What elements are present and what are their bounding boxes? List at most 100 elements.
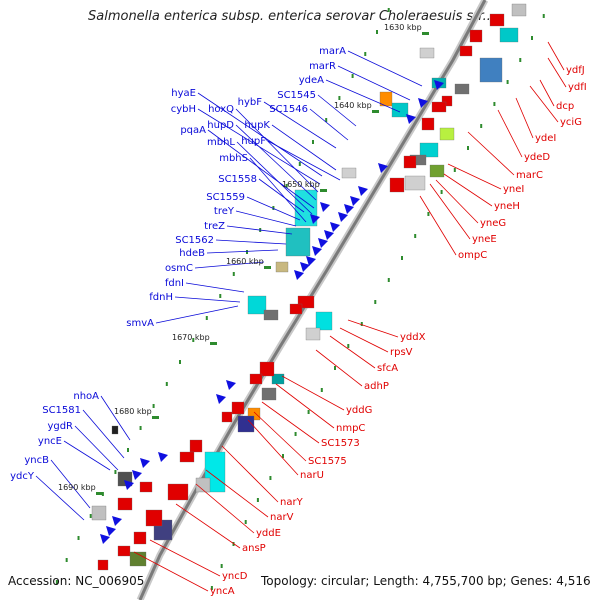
- reverse-gene-label[interactable]: rpsV: [390, 347, 413, 358]
- forward-gene-label[interactable]: hupD: [207, 120, 234, 131]
- gene-feature-block: [189, 439, 203, 453]
- reverse-gene-label[interactable]: adhP: [364, 381, 389, 392]
- reverse-gene-label[interactable]: nmpC: [336, 423, 365, 434]
- forward-gene-label[interactable]: marA: [319, 46, 346, 57]
- reverse-gene-label[interactable]: ydeI: [535, 133, 556, 144]
- forward-gene-label[interactable]: hyaE: [171, 88, 196, 99]
- reverse-gene-label[interactable]: narU: [300, 470, 324, 481]
- gene-feature-block: [441, 95, 453, 107]
- forward-gene-label[interactable]: SC1546: [269, 104, 308, 115]
- forward-gene-label[interactable]: mbhS: [219, 153, 248, 164]
- forward-gene-arrow: [306, 256, 316, 266]
- forward-gene-label[interactable]: ydcY: [10, 471, 35, 482]
- forward-gene-label[interactable]: hupK: [244, 120, 270, 131]
- forward-gene-arrow: [100, 534, 110, 544]
- forward-gene-label[interactable]: yncE: [38, 436, 62, 447]
- tick-mark: [506, 80, 509, 84]
- forward-gene-arrow: [434, 80, 444, 90]
- reverse-gene-label[interactable]: yddX: [400, 332, 426, 343]
- tick-mark: [139, 426, 142, 430]
- tick-mark: [374, 300, 377, 304]
- reverse-gene-label[interactable]: yddE: [256, 528, 281, 539]
- tick-mark: [210, 586, 213, 590]
- forward-gene-label[interactable]: hoxQ: [208, 104, 234, 115]
- gene-feature-block: [305, 327, 321, 341]
- forward-gene-arrow: [324, 230, 334, 240]
- forward-gene-label[interactable]: SC1562: [175, 235, 214, 246]
- forward-gene-label[interactable]: cybH: [171, 104, 196, 115]
- gene-feature-block: [289, 303, 303, 315]
- leader-line: [226, 225, 293, 235]
- leader-line: [515, 97, 534, 139]
- tick-mark: [519, 58, 522, 62]
- leader-line: [271, 124, 337, 171]
- reverse-gene-label[interactable]: ydeD: [524, 152, 550, 163]
- forward-gene-label[interactable]: smvA: [126, 318, 154, 329]
- reverse-gene-label[interactable]: yneI: [503, 184, 524, 195]
- tick-mark: [179, 360, 181, 364]
- gene-feature-block: [429, 164, 445, 178]
- reverse-gene-label[interactable]: sfcA: [377, 363, 398, 374]
- reverse-gene-label[interactable]: narY: [280, 497, 304, 508]
- forward-gene-arrow: [216, 394, 226, 404]
- forward-gene-label[interactable]: yncB: [24, 455, 49, 466]
- tick-mark: [127, 448, 129, 452]
- reverse-gene-label[interactable]: marC: [516, 170, 543, 181]
- forward-gene-label[interactable]: mbhL: [207, 137, 235, 148]
- leader-line: [267, 140, 341, 181]
- tick-mark: [246, 250, 248, 254]
- forward-gene-label[interactable]: fdnH: [149, 292, 173, 303]
- reverse-gene-label[interactable]: yddG: [346, 405, 372, 416]
- forward-gene-label[interactable]: SC1558: [218, 174, 257, 185]
- reverse-gene-label[interactable]: yneE: [472, 234, 497, 245]
- forward-gene-label[interactable]: nhoA: [73, 391, 99, 402]
- forward-gene-label[interactable]: hdeB: [179, 248, 205, 259]
- forward-gene-arrow: [310, 214, 320, 224]
- reverse-gene-label[interactable]: yneG: [480, 218, 506, 229]
- reverse-gene-label[interactable]: yncA: [210, 586, 235, 597]
- forward-gene-label[interactable]: pqaA: [180, 125, 206, 136]
- forward-gene-label[interactable]: SC1559: [206, 192, 245, 203]
- forward-gene-arrow: [338, 212, 348, 222]
- forward-gene-label[interactable]: SC1545: [277, 90, 316, 101]
- reverse-gene-label[interactable]: ansP: [242, 543, 266, 554]
- reverse-gene-label[interactable]: SC1573: [321, 438, 360, 449]
- gene-feature-block: [261, 387, 277, 401]
- gene-feature-block: [421, 117, 435, 131]
- reverse-gene-label[interactable]: dcp: [556, 101, 574, 112]
- tick-mark: [114, 470, 117, 474]
- reverse-gene-label[interactable]: SC1575: [308, 456, 347, 467]
- leader-line: [63, 440, 111, 471]
- forward-gene-label[interactable]: SC1581: [42, 405, 81, 416]
- forward-gene-label[interactable]: marR: [309, 61, 336, 72]
- reverse-gene-label[interactable]: ydfJ: [566, 65, 585, 76]
- forward-gene-label[interactable]: hupF: [241, 136, 266, 147]
- kbp-marker-label: 1640 kbp: [334, 101, 372, 110]
- forward-gene-label[interactable]: ygdR: [47, 421, 73, 432]
- kbp-tick: [152, 416, 159, 419]
- gene-feature-block: [179, 451, 195, 463]
- reverse-gene-label[interactable]: ydfI: [568, 82, 587, 93]
- reverse-gene-label[interactable]: ompC: [458, 250, 487, 261]
- reverse-gene-label[interactable]: yncD: [222, 571, 248, 582]
- gene-feature-block: [419, 47, 435, 59]
- reverse-gene-label[interactable]: yneH: [494, 201, 520, 212]
- tick-mark: [401, 256, 403, 260]
- forward-gene-label[interactable]: ydeA: [299, 75, 324, 86]
- gene-feature-block: [271, 373, 285, 385]
- tick-mark: [493, 102, 496, 106]
- tick-mark: [531, 36, 533, 40]
- forward-gene-label[interactable]: treZ: [204, 221, 225, 232]
- reverse-gene-label[interactable]: yciG: [560, 117, 582, 128]
- tick-mark: [312, 140, 314, 144]
- tick-mark: [192, 338, 195, 342]
- forward-gene-label[interactable]: treY: [214, 206, 235, 217]
- forward-gene-label[interactable]: hybF: [238, 97, 263, 108]
- leader-line: [325, 79, 401, 113]
- leader-line: [447, 163, 502, 190]
- gene-feature-block: [389, 177, 405, 193]
- leader-line: [149, 539, 221, 577]
- forward-gene-label[interactable]: osmC: [165, 263, 193, 274]
- forward-gene-label[interactable]: fdnI: [165, 278, 184, 289]
- reverse-gene-label[interactable]: narV: [270, 512, 294, 523]
